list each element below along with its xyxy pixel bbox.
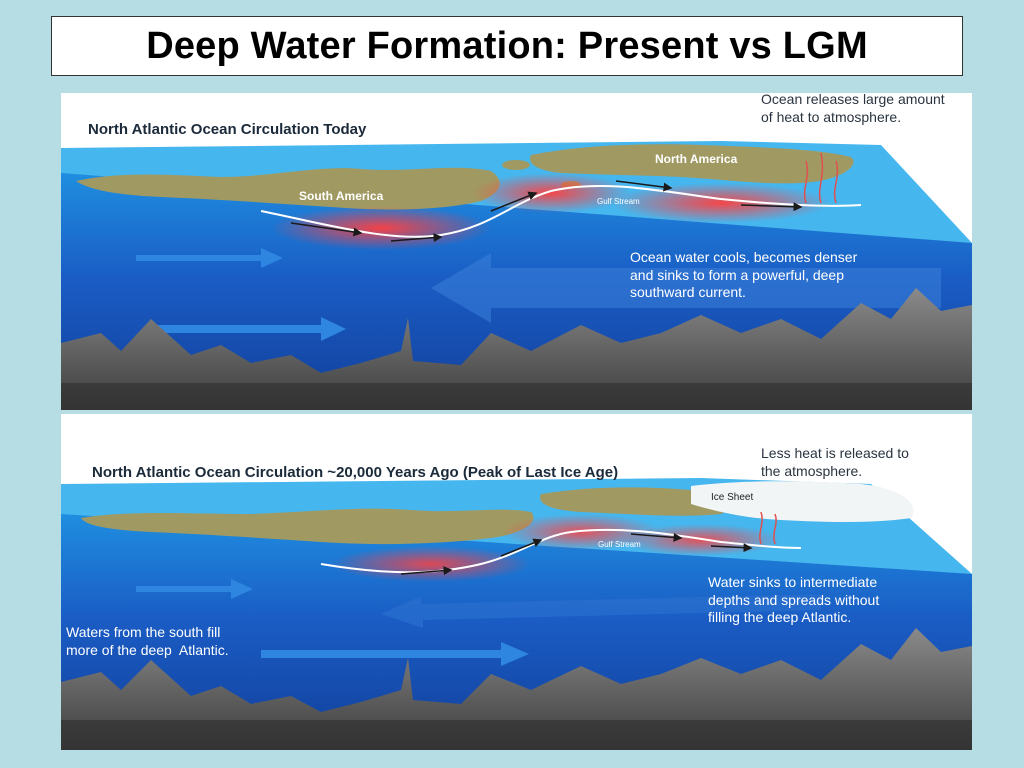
seafloor <box>61 628 972 750</box>
warm-current-glow <box>271 206 491 250</box>
heat-release-icon <box>803 160 809 204</box>
south-america-label: South America <box>299 189 384 203</box>
lgm-circulation-panel: North Atlantic Ocean Circulation ~20,000… <box>61 414 972 750</box>
current-arrow <box>710 543 753 553</box>
ice-sheet <box>691 481 914 522</box>
heat-release-icon <box>773 513 777 545</box>
slide-title: Deep Water Formation: Present vs LGM <box>146 24 868 67</box>
north-america-landmass <box>540 487 730 516</box>
seafloor-base <box>61 383 972 410</box>
heat-release-icon <box>759 511 763 545</box>
present-circulation-panel: North Atlantic Ocean Circulation Today O… <box>61 93 972 410</box>
present-panel-heading: North Atlantic Ocean Circulation Today <box>88 121 367 138</box>
gulf-stream-label: Gulf Stream <box>597 197 640 206</box>
lgm-panel-heading: North Atlantic Ocean Circulation ~20,000… <box>92 464 619 481</box>
intermediate-southward-current-arrow <box>381 594 821 628</box>
present-circulation-diagram <box>61 93 972 410</box>
ice-sheet-label: Ice Sheet <box>711 492 754 503</box>
present-sinking-note: Ocean water cools, becomes denser and si… <box>630 249 858 300</box>
seafloor <box>61 288 972 410</box>
north-america-label: North America <box>655 152 738 166</box>
caribbean-island <box>502 160 530 170</box>
current-arrow <box>630 532 683 542</box>
warm-current-glow <box>331 546 531 582</box>
northward-flow-arrow <box>261 642 529 666</box>
warm-current-glow <box>621 524 781 556</box>
lgm-heat-note: Less heat is released to the atmosphere. <box>761 445 909 479</box>
current-arrow <box>500 538 543 557</box>
seafloor-base <box>61 720 972 750</box>
lgm-circulation-diagram <box>61 414 972 750</box>
north-america-landmass <box>530 144 854 184</box>
northward-flow-arrow <box>136 248 283 268</box>
heat-release-icon <box>818 152 824 204</box>
current-arrow <box>490 191 538 212</box>
current-arrow <box>740 202 803 212</box>
current-arrow <box>290 222 363 237</box>
current-arrow <box>390 233 443 243</box>
deep-southward-current-arrow <box>431 253 941 323</box>
northward-flow-arrow <box>136 579 253 599</box>
south-america-landmass <box>81 508 534 545</box>
heat-release-icon <box>833 160 839 204</box>
gulf-stream-path <box>260 184 862 238</box>
present-heat-note: Ocean releases large amount of heat to a… <box>761 93 945 125</box>
current-arrow <box>400 566 453 576</box>
current-arrow <box>615 180 673 192</box>
south-america-landmass <box>76 167 500 210</box>
warm-current-glow <box>611 183 831 223</box>
northward-flow-arrow <box>151 317 346 341</box>
lgm-intermediate-note: Water sinks to intermediate depths and s… <box>708 574 880 625</box>
lgm-south-note: Waters from the south fill more of the d… <box>66 624 229 658</box>
slide-title-box: Deep Water Formation: Present vs LGM <box>51 16 963 76</box>
warm-current-glow <box>471 173 631 213</box>
gulf-stream-label: Gulf Stream <box>598 540 641 549</box>
